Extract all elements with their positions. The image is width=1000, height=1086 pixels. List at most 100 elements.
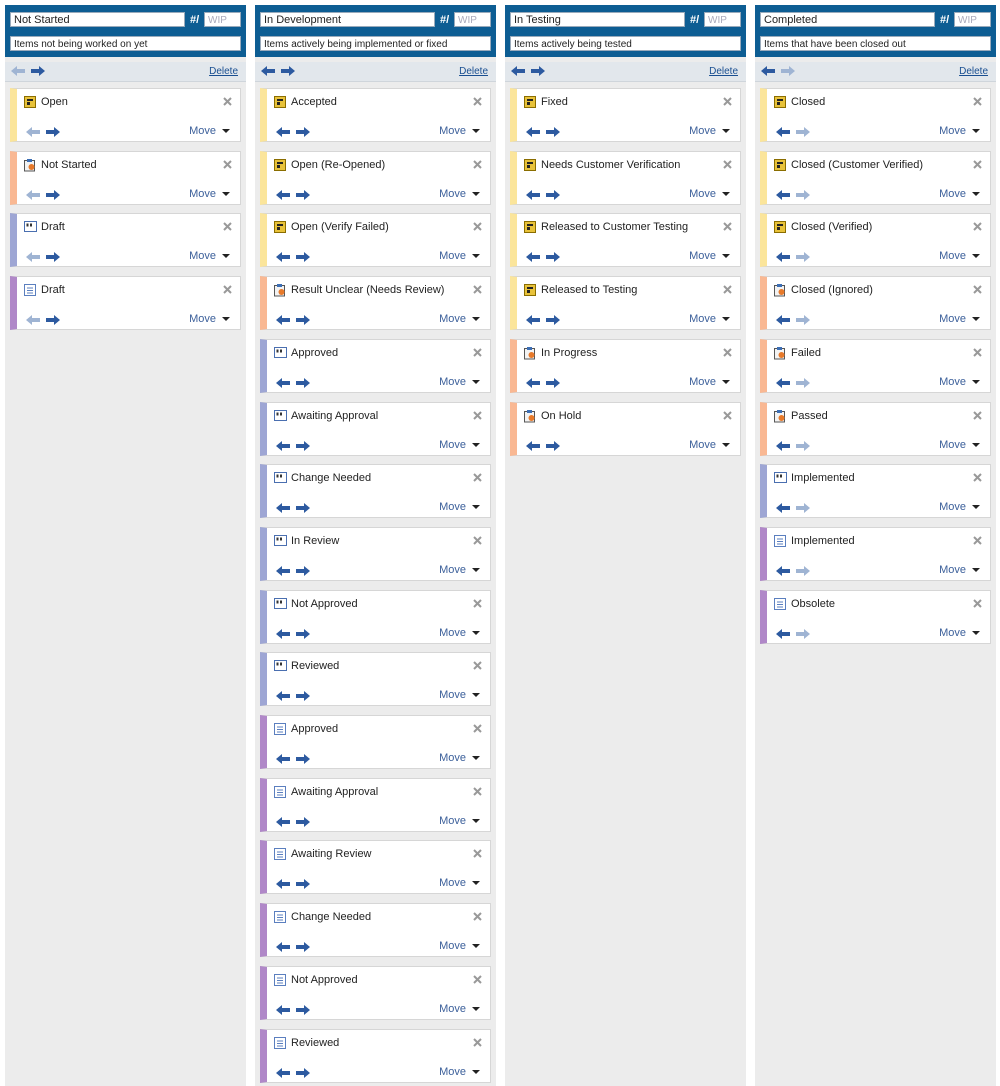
card-move-menu[interactable]: Move [189,187,216,200]
card-move-menu[interactable]: Move [439,125,466,137]
card-remove[interactable] [473,786,482,796]
move-column-right[interactable] [31,66,45,76]
card-remove[interactable] [723,285,732,294]
move-card-left[interactable] [276,252,290,263]
card-move-menu[interactable]: Move [189,313,216,326]
move-card-left[interactable] [776,315,790,326]
card-remove[interactable] [473,410,482,420]
card-remove[interactable] [473,536,482,545]
column-description-input[interactable]: Items not being worked on yet [10,36,241,51]
move-card-left[interactable] [776,252,790,263]
move-card-right[interactable] [796,189,810,200]
move-menu-caret[interactable] [972,191,980,197]
move-menu-caret[interactable] [222,254,230,259]
card-move-menu[interactable]: Move [439,187,466,200]
card-move-menu[interactable]: Move [439,563,466,576]
move-column-right[interactable] [781,66,795,76]
card-move-menu[interactable]: Move [439,313,466,326]
card-move-menu[interactable]: Move [189,250,216,263]
move-card-left[interactable] [526,315,540,326]
move-card-left[interactable] [276,754,290,764]
card-move-menu[interactable]: Move [439,940,466,953]
card-remove[interactable] [973,473,982,482]
wip-input[interactable]: WIP [704,12,741,27]
move-menu-caret[interactable] [472,254,480,259]
move-card-right[interactable] [796,628,810,639]
move-menu-caret[interactable] [472,567,480,573]
move-card-left[interactable] [276,565,290,576]
move-card-right[interactable] [796,252,810,263]
move-menu-caret[interactable] [472,881,480,886]
move-card-left[interactable] [276,1067,290,1078]
move-card-left[interactable] [276,440,290,451]
move-card-right[interactable] [296,754,310,764]
move-menu-caret[interactable] [222,129,230,134]
card-remove[interactable] [473,222,482,232]
move-card-right[interactable] [296,189,310,200]
column-title-input[interactable]: In Development [260,12,435,27]
move-card-right[interactable] [296,377,310,388]
move-menu-caret[interactable] [972,567,980,573]
card-move-menu[interactable]: Move [689,375,716,388]
column-description-input[interactable]: Items that have been closed out [760,36,991,51]
move-card-left[interactable] [276,879,290,890]
card-move-menu[interactable]: Move [439,689,466,702]
card-remove[interactable] [723,159,732,169]
card-move-menu[interactable]: Move [689,438,716,451]
card-remove[interactable] [973,97,982,106]
card-move-menu[interactable]: Move [439,438,466,451]
move-card-left[interactable] [526,127,540,137]
move-card-right[interactable] [296,1004,310,1015]
card-remove[interactable] [473,159,482,169]
card-move-menu[interactable]: Move [439,814,466,827]
move-menu-caret[interactable] [472,442,480,448]
card-remove[interactable] [473,473,482,482]
card-remove[interactable] [473,912,482,921]
move-column-left[interactable] [261,66,275,76]
move-card-right[interactable] [296,315,310,326]
move-menu-caret[interactable] [472,379,480,385]
card-remove[interactable] [723,222,732,232]
delete-column-link[interactable]: Delete [959,66,988,77]
move-card-right[interactable] [796,377,810,388]
move-menu-caret[interactable] [472,191,480,197]
move-card-right[interactable] [546,440,560,451]
move-menu-caret[interactable] [722,254,730,259]
move-card-right[interactable] [296,942,310,953]
move-card-right[interactable] [296,565,310,576]
move-card-right[interactable] [46,315,60,326]
card-move-menu[interactable]: Move [939,250,966,263]
move-card-left[interactable] [26,189,40,200]
move-card-right[interactable] [546,189,560,200]
move-column-left[interactable] [761,66,775,76]
move-menu-caret[interactable] [472,1006,480,1012]
move-menu-caret[interactable] [222,317,230,322]
move-menu-caret[interactable] [472,1069,480,1075]
delete-column-link[interactable]: Delete [459,66,488,77]
move-card-right[interactable] [546,252,560,263]
move-card-right[interactable] [46,189,60,200]
move-card-right[interactable] [296,1067,310,1078]
move-card-right[interactable] [46,252,60,263]
card-remove[interactable] [723,348,732,357]
move-card-right[interactable] [46,127,60,137]
card-remove[interactable] [973,285,982,294]
move-menu-caret[interactable] [972,317,980,322]
move-card-left[interactable] [276,503,290,514]
card-remove[interactable] [473,285,482,294]
move-card-right[interactable] [296,440,310,451]
card-move-menu[interactable]: Move [689,125,716,137]
wip-input[interactable]: WIP [954,12,991,27]
card-move-menu[interactable]: Move [439,1002,466,1015]
move-card-left[interactable] [26,252,40,263]
delete-column-link[interactable]: Delete [709,66,738,77]
move-card-left[interactable] [276,377,290,388]
card-move-menu[interactable]: Move [439,501,466,514]
card-remove[interactable] [473,1037,482,1047]
move-card-right[interactable] [296,879,310,890]
move-card-left[interactable] [276,189,290,200]
move-column-left[interactable] [511,66,525,76]
move-menu-caret[interactable] [472,505,480,510]
move-card-right[interactable] [796,440,810,451]
move-card-left[interactable] [526,377,540,388]
